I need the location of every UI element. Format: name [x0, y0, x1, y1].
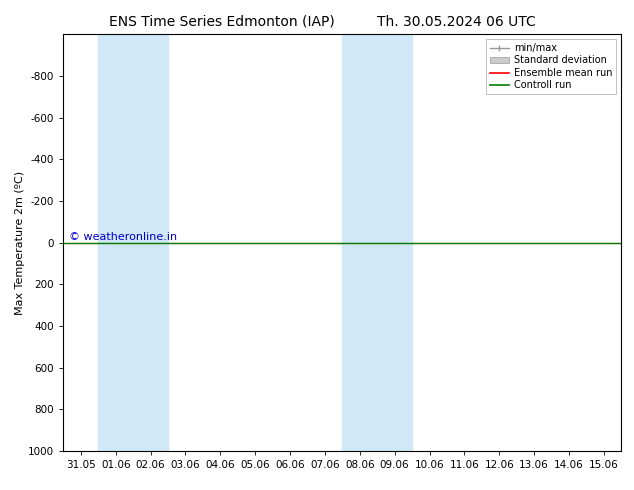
Bar	[342, 34, 412, 451]
Legend: min/max, Standard deviation, Ensemble mean run, Controll run: min/max, Standard deviation, Ensemble me…	[486, 39, 616, 94]
Y-axis label: Max Temperature 2m (ºC): Max Temperature 2m (ºC)	[15, 171, 25, 315]
Text: ENS Time Series Edmonton (IAP): ENS Time Series Edmonton (IAP)	[109, 15, 335, 29]
Text: Th. 30.05.2024 06 UTC: Th. 30.05.2024 06 UTC	[377, 15, 536, 29]
Text: © weatheronline.in: © weatheronline.in	[69, 232, 177, 243]
Bar	[98, 34, 168, 451]
